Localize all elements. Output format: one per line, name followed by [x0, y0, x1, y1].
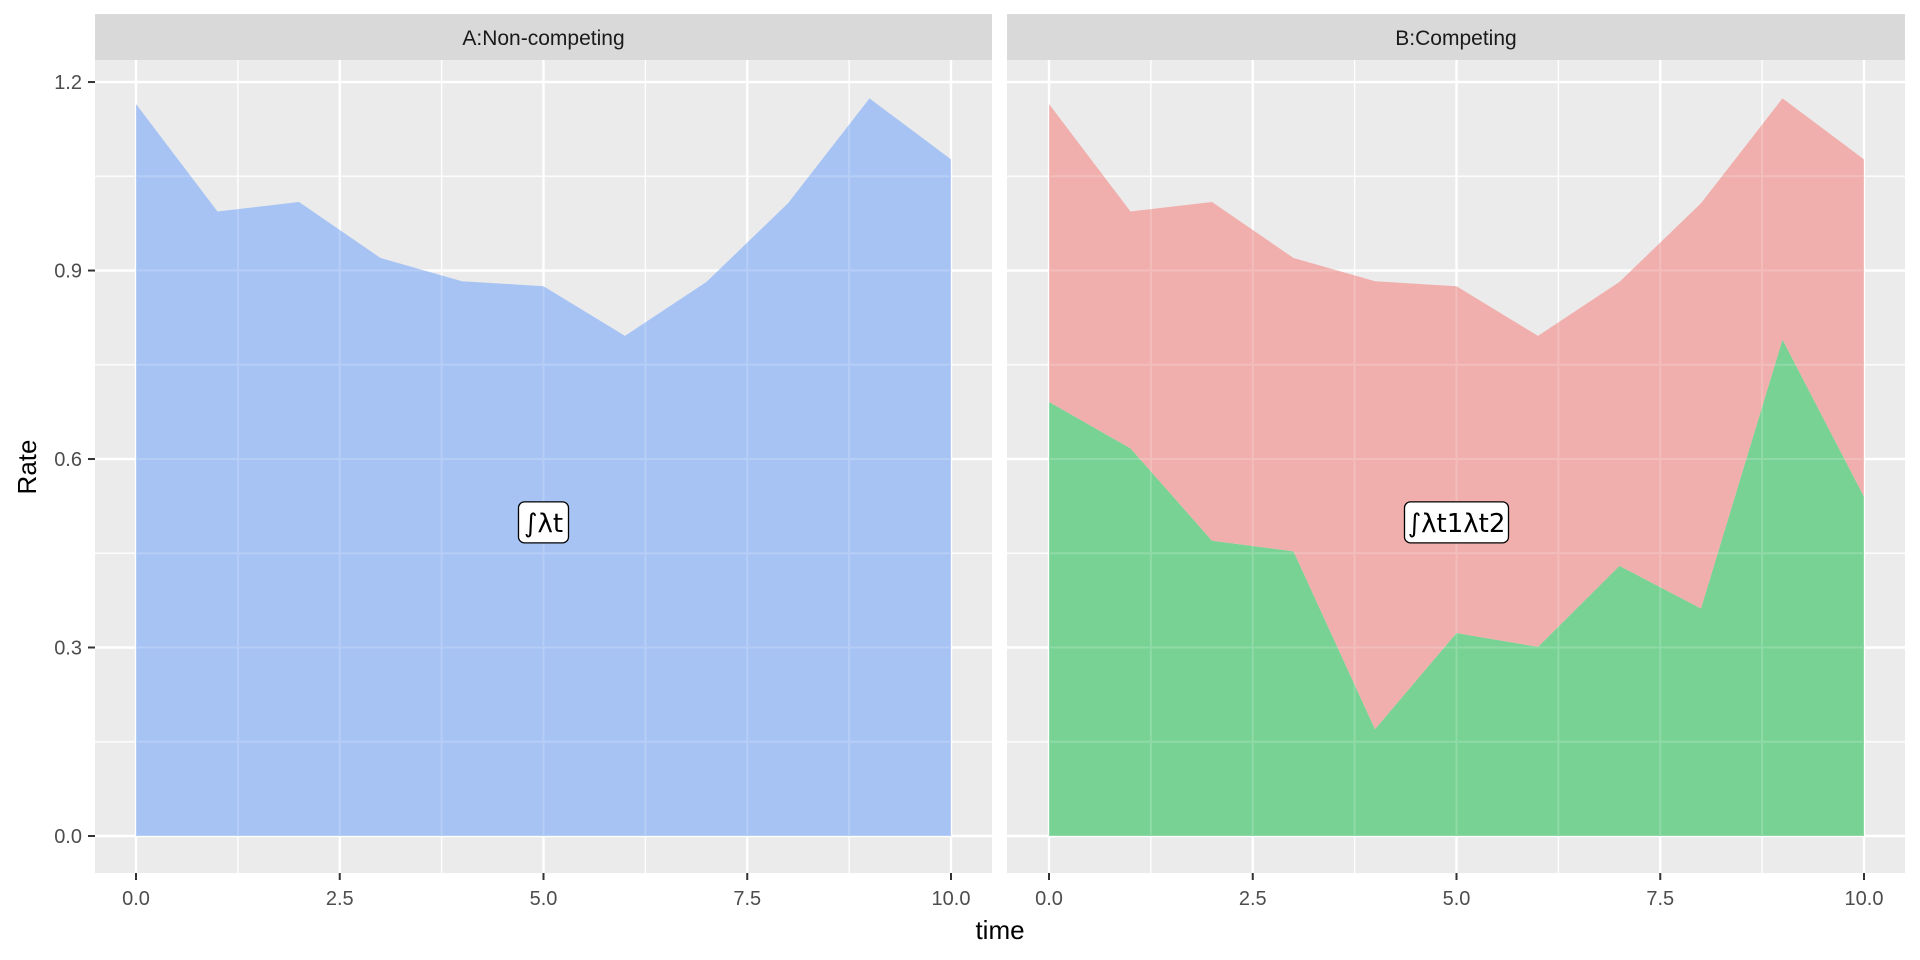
x-tick-label: 0.0: [1035, 888, 1063, 910]
y-tick-label: 0.9: [54, 261, 82, 283]
x-tick-label: 10.0: [1845, 888, 1884, 910]
annotation-box: [1403, 501, 1510, 544]
annotation-box: [517, 501, 570, 544]
y-tick-label: 0.3: [54, 638, 82, 660]
grid-overlay: [1007, 60, 1905, 873]
panel-competing: B:Competing ∫λt1λt2 0.0 2.5 5.0 7.5 10.0: [1007, 14, 1905, 910]
x-axis: 0.0 2.5 5.0 7.5 10.0: [1035, 873, 1883, 910]
x-axis: 0.0 2.5 5.0 7.5 10.0: [122, 873, 970, 910]
area-total: [136, 98, 951, 837]
annotation-label: ∫λt1λt2: [1403, 501, 1510, 544]
area-λt1: [1049, 339, 1864, 836]
strip-background: [95, 14, 992, 60]
y-axis-title: Rate: [12, 440, 42, 495]
x-tick-label: 7.5: [1646, 888, 1674, 910]
y-tick-label: 0.0: [54, 826, 82, 848]
x-tick-label: 5.0: [1443, 888, 1471, 910]
panel-non-competing: A:Non-competing ∫λt 0.0 2.5 5.0 7.5 10.0: [95, 14, 992, 910]
area-series: [95, 60, 992, 873]
y-axis: 0.0 0.3 0.6 0.9 1.2: [54, 72, 95, 848]
annotation-text: ∫λt1λt2: [1408, 509, 1506, 539]
x-tick-label: 7.5: [733, 888, 761, 910]
annotation-text: ∫λt: [524, 509, 563, 539]
x-axis-title: time: [975, 915, 1024, 945]
x-tick-label: 10.0: [932, 888, 971, 910]
x-tick-label: 0.0: [122, 888, 150, 910]
grid-overlay: [95, 60, 992, 873]
x-tick-label: 2.5: [326, 888, 354, 910]
x-tick-label: 2.5: [1239, 888, 1267, 910]
y-tick-label: 0.6: [54, 449, 82, 471]
y-tick-label: 1.2: [54, 72, 82, 94]
annotation-label: ∫λt: [517, 501, 570, 544]
area-series: [1007, 60, 1905, 873]
strip-title: A:Non-competing: [462, 27, 624, 50]
strip-title: B:Competing: [1395, 27, 1516, 50]
x-tick-label: 5.0: [530, 888, 558, 910]
strip-background: [1007, 14, 1905, 60]
area-λt2: [1049, 98, 1864, 730]
